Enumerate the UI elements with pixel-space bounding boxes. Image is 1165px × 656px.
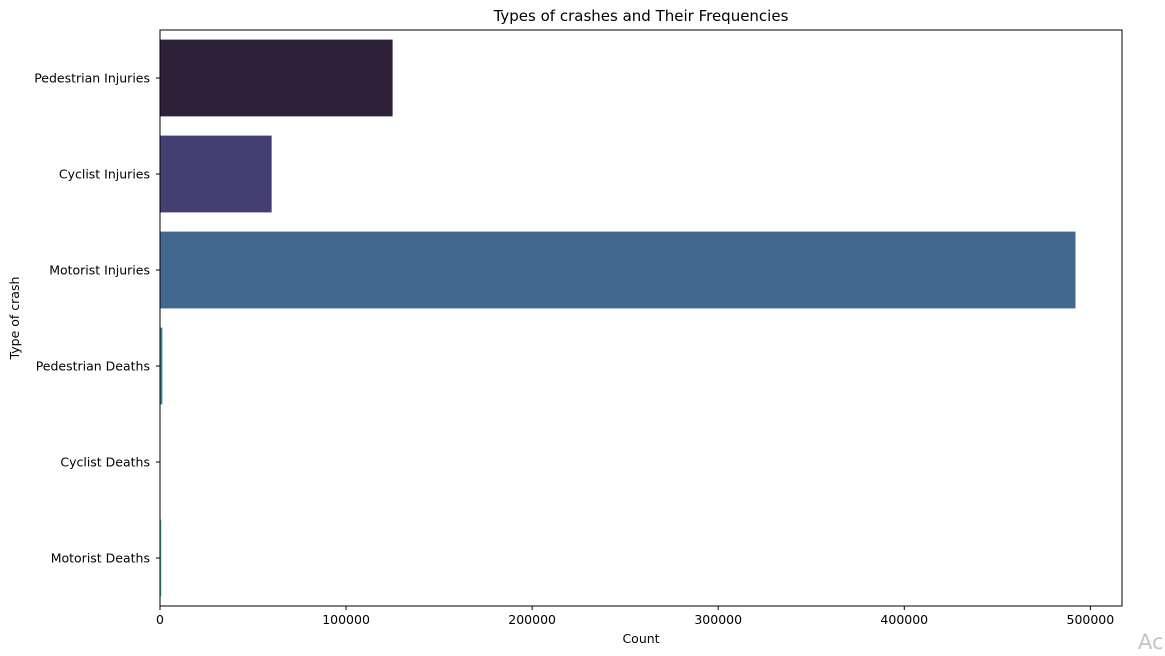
x-axis-ticks: 0 100000 200000 300000 400000 500000 bbox=[156, 606, 1114, 627]
plot-frame bbox=[159, 29, 1123, 607]
y-tick-label-cyclist-deaths: Cyclist Deaths bbox=[60, 455, 150, 470]
x-tick-label-200000: 200000 bbox=[508, 612, 556, 627]
y-tick-label-motorist-deaths: Motorist Deaths bbox=[51, 551, 150, 566]
y-axis-ticks: Pedestrian Injuries Cyclist Injuries Motor… bbox=[34, 71, 160, 566]
bar-pedestrian-injuries bbox=[160, 39, 393, 117]
bars-group bbox=[160, 39, 1076, 597]
bar-pedestrian-deaths bbox=[160, 327, 163, 405]
x-axis-label: Count bbox=[622, 631, 659, 646]
x-tick-label-500000: 500000 bbox=[1067, 612, 1115, 627]
y-tick-label-pedestrian-deaths: Pedestrian Deaths bbox=[36, 359, 150, 374]
y-tick-label-motorist-injuries: Motorist Injuries bbox=[49, 263, 150, 278]
y-tick-label-pedestrian-injuries: Pedestrian Injuries bbox=[34, 71, 150, 86]
y-axis-label: Type of crash bbox=[7, 277, 22, 361]
x-tick-label-300000: 300000 bbox=[694, 612, 742, 627]
bar-cyclist-injuries bbox=[160, 135, 272, 213]
bar-motorist-injuries bbox=[160, 231, 1076, 309]
y-tick-label-cyclist-injuries: Cyclist Injuries bbox=[59, 167, 150, 182]
bar-motorist-deaths bbox=[160, 519, 162, 597]
chart-title: Types of crashes and Their Frequencies bbox=[493, 7, 789, 25]
x-tick-label-0: 0 bbox=[156, 612, 164, 627]
watermark-text: Ac bbox=[1138, 630, 1164, 654]
x-tick-label-400000: 400000 bbox=[880, 612, 928, 627]
x-tick-label-100000: 100000 bbox=[322, 612, 370, 627]
